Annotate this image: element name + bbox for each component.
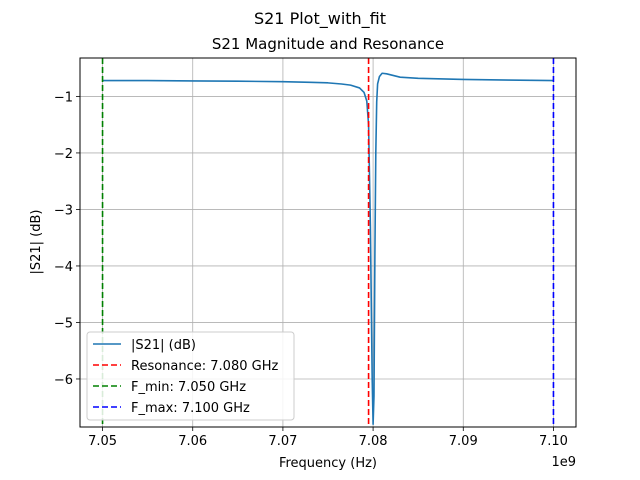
chart-title: S21 Magnitude and Resonance [212, 35, 444, 53]
legend-label: Resonance: 7.080 GHz [131, 359, 278, 374]
y-tick-label: −4 [54, 260, 73, 275]
x-tick-label: 7.08 [359, 434, 388, 449]
y-tick-label: −5 [54, 316, 73, 331]
legend-box [86, 331, 295, 421]
x-tick-label: 7.06 [178, 434, 207, 449]
x-tick-label: 7.07 [268, 434, 297, 449]
s21-line-series [102, 72, 554, 425]
x-offset-label: 1e9 [551, 455, 576, 470]
x-axis-label: Frequency (Hz) [279, 456, 377, 471]
axis-ticks: 7.05 7.06 7.07 7.08 7.09 7.10 −1 −2 −3 −4 −5 −6 [54, 90, 568, 449]
x-tick-label: 7.09 [449, 434, 478, 449]
x-tick-label: 7.10 [539, 434, 568, 449]
figure-suptitle: S21 Plot_with_fit [254, 9, 386, 29]
y-tick-label: −6 [54, 373, 73, 388]
x-tick-label: 7.05 [88, 434, 117, 449]
legend: |S21| (dB) Resonance: 7.080 GHz F_min: 7.0… [86, 331, 295, 421]
plot-frame [79, 57, 577, 428]
y-tick-label: −3 [54, 203, 73, 218]
y-tick-label: −1 [54, 90, 73, 105]
y-tick-label: −2 [54, 147, 73, 162]
y-axis-label: |S21| (dB) [29, 210, 44, 275]
legend-label: F_max: 7.100 GHz [131, 401, 250, 416]
legend-label: F_min: 7.050 GHz [131, 380, 246, 395]
legend-label: |S21| (dB) [131, 338, 196, 353]
